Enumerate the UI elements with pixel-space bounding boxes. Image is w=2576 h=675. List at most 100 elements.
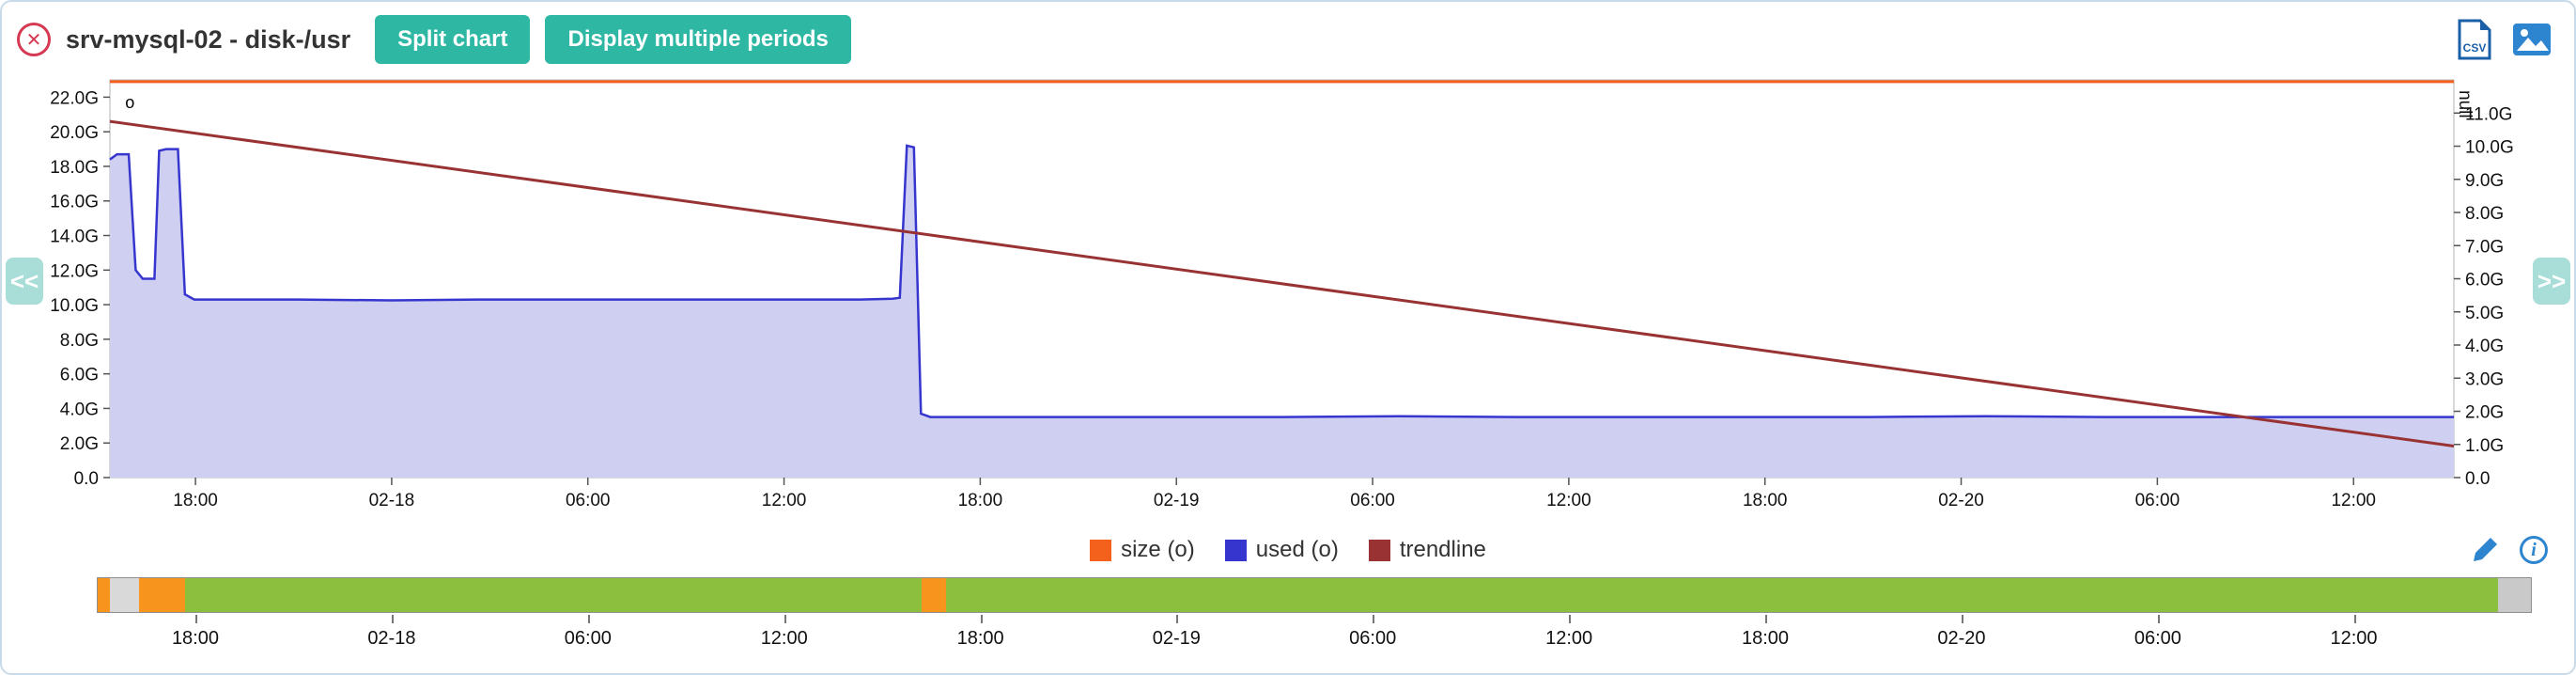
legend-item-size-o[interactable]: size (o) [1090, 537, 1195, 563]
legend-label: trendline [1399, 537, 1486, 562]
timeline-label: 12:00 [2330, 628, 2378, 649]
series-area-fill [110, 145, 2454, 478]
y-axis-right-tick: 11.0G [2465, 104, 2512, 124]
y-axis-right-tick: 0.0 [2465, 469, 2490, 489]
timeline-label: 02-19 [1152, 628, 1201, 649]
x-axis-label: 18:00 [1743, 491, 1788, 510]
y-axis-left-tick: 20.0G [50, 123, 99, 143]
x-axis-label: 18:00 [958, 491, 1003, 510]
y-axis-right-tick: 7.0G [2465, 237, 2504, 257]
close-button[interactable]: ✕ [17, 23, 51, 56]
y-axis-left-tick: 8.0G [60, 331, 99, 351]
legend-swatch [1090, 539, 1112, 561]
x-axis-label: 12:00 [2331, 491, 2376, 510]
y-axis-left-tick: 22.0G [50, 88, 99, 108]
timeline-label: 18:00 [1742, 628, 1790, 649]
y-axis-right-tick: 10.0G [2465, 138, 2514, 158]
split-chart-button[interactable]: Split chart [375, 15, 531, 64]
y-axis-right-tick: 4.0G [2465, 337, 2504, 356]
x-axis-label: 06:00 [1350, 491, 1395, 510]
image-export-icon [2513, 24, 2551, 55]
timeline-tick [1569, 615, 1572, 623]
y-axis-left-tick: 10.0G [50, 296, 99, 316]
pencil-icon [2474, 538, 2497, 561]
timeline-label: 06:00 [564, 628, 612, 649]
x-axis-label: 12:00 [1546, 491, 1591, 510]
y-axis-left-tick: 0.0 [74, 469, 99, 489]
timeline-tick [1176, 615, 1179, 623]
y-axis-left-tick: 16.0G [50, 193, 99, 212]
chart-title: srv-mysql-02 - disk-/usr [66, 24, 351, 54]
timeline-segment [945, 578, 2499, 612]
y-axis-right-tick: 8.0G [2465, 204, 2504, 224]
legend-swatch [1224, 539, 1247, 561]
chart-legend: size (o) used (o) trendline [2, 528, 2574, 572]
x-axis-label: 02-19 [1154, 491, 1200, 510]
scroll-left-button[interactable]: << [6, 258, 43, 305]
info-icon: i [2520, 536, 2548, 564]
timeline-segment [98, 578, 110, 612]
export-image-button[interactable] [2512, 23, 2552, 56]
timeline-segment [109, 578, 140, 612]
x-axis-label: 02-18 [369, 491, 415, 510]
legend-tools: i [2471, 528, 2548, 572]
export-toolbar: CSV [2456, 19, 2552, 60]
info-button[interactable]: i [2520, 536, 2548, 564]
y-axis-left-tick: 2.0G [60, 434, 99, 454]
y-axis-left-tick: 12.0G [50, 261, 99, 281]
y-axis-right-tick: 1.0G [2465, 436, 2504, 456]
timeline-segment [185, 578, 922, 612]
timeline-segment [921, 578, 946, 612]
series-used-o- [109, 144, 2454, 418]
x-axis-label: 12:00 [762, 491, 807, 510]
legend-label: used (o) [1255, 537, 1339, 562]
timeline-label: 02-18 [367, 628, 416, 649]
y-axis-left-tick: 6.0G [60, 366, 99, 385]
timeline-label: 06:00 [2134, 628, 2181, 649]
status-timeline-labels: 18:00 02-18 06:00 12:00 18:00 02-19 06:00 12:00… [97, 615, 2532, 660]
status-timeline: 18:00 02-18 06:00 12:00 18:00 02-19 06:00 12:00… [97, 577, 2532, 660]
y-axis-left-tick: 14.0G [50, 228, 99, 247]
timeline-label: 12:00 [760, 628, 808, 649]
x-axis-label: 06:00 [2135, 491, 2180, 510]
svg-text:CSV: CSV [2463, 41, 2487, 55]
timeline-tick [784, 615, 786, 623]
x-axis-label: 06:00 [566, 491, 611, 510]
right-axis-title: null [2455, 90, 2475, 118]
legend-swatch [1368, 539, 1390, 561]
timeline-tick [587, 615, 590, 623]
y-axis-right-tick: 2.0G [2465, 403, 2504, 423]
scroll-right-button[interactable]: >> [2533, 258, 2570, 305]
y-axis-left-tick: 18.0G [50, 158, 99, 178]
display-multiple-periods-button[interactable]: Display multiple periods [545, 15, 851, 64]
legend-item-trendline[interactable]: trendline [1368, 537, 1486, 563]
legend-item-used-o[interactable]: used (o) [1224, 537, 1339, 563]
x-axis-label: 18:00 [173, 491, 218, 510]
chart-header: ✕ srv-mysql-02 - disk-/usr Split chart D… [17, 13, 2552, 66]
edit-button[interactable] [2471, 536, 2499, 564]
series-trendline [109, 119, 2455, 447]
chart-annotation: o [125, 93, 134, 112]
time-series-chart[interactable]: 0.0 2.0G 4.0G 6.0G 8.0G 10.0G 12.0G 14.0G 16.0G 1… [2, 75, 2576, 510]
y-axis-right-tick: 5.0G [2465, 304, 2504, 323]
export-csv-button[interactable]: CSV [2456, 19, 2493, 60]
y-axis-left-tick: 4.0G [60, 400, 99, 419]
timeline-label: 12:00 [1545, 628, 1593, 649]
timeline-tick [2157, 615, 2160, 623]
csv-icon: CSV [2458, 19, 2491, 60]
legend-label: size (o) [1121, 537, 1195, 562]
timeline-tick [1373, 615, 1375, 623]
timeline-tick [391, 615, 394, 623]
timeline-segment [139, 578, 186, 612]
close-icon: ✕ [25, 29, 42, 51]
timeline-label: 18:00 [956, 628, 1004, 649]
timeline-tick [2353, 615, 2356, 623]
timeline-label: 02-20 [1937, 628, 1986, 649]
timeline-tick [194, 615, 197, 623]
timeline-segment [2498, 578, 2531, 612]
timeline-label: 18:00 [171, 628, 219, 649]
timeline-tick [1961, 615, 1963, 623]
y-axis-right-tick: 6.0G [2465, 271, 2504, 290]
timeline-label: 06:00 [1349, 628, 1397, 649]
